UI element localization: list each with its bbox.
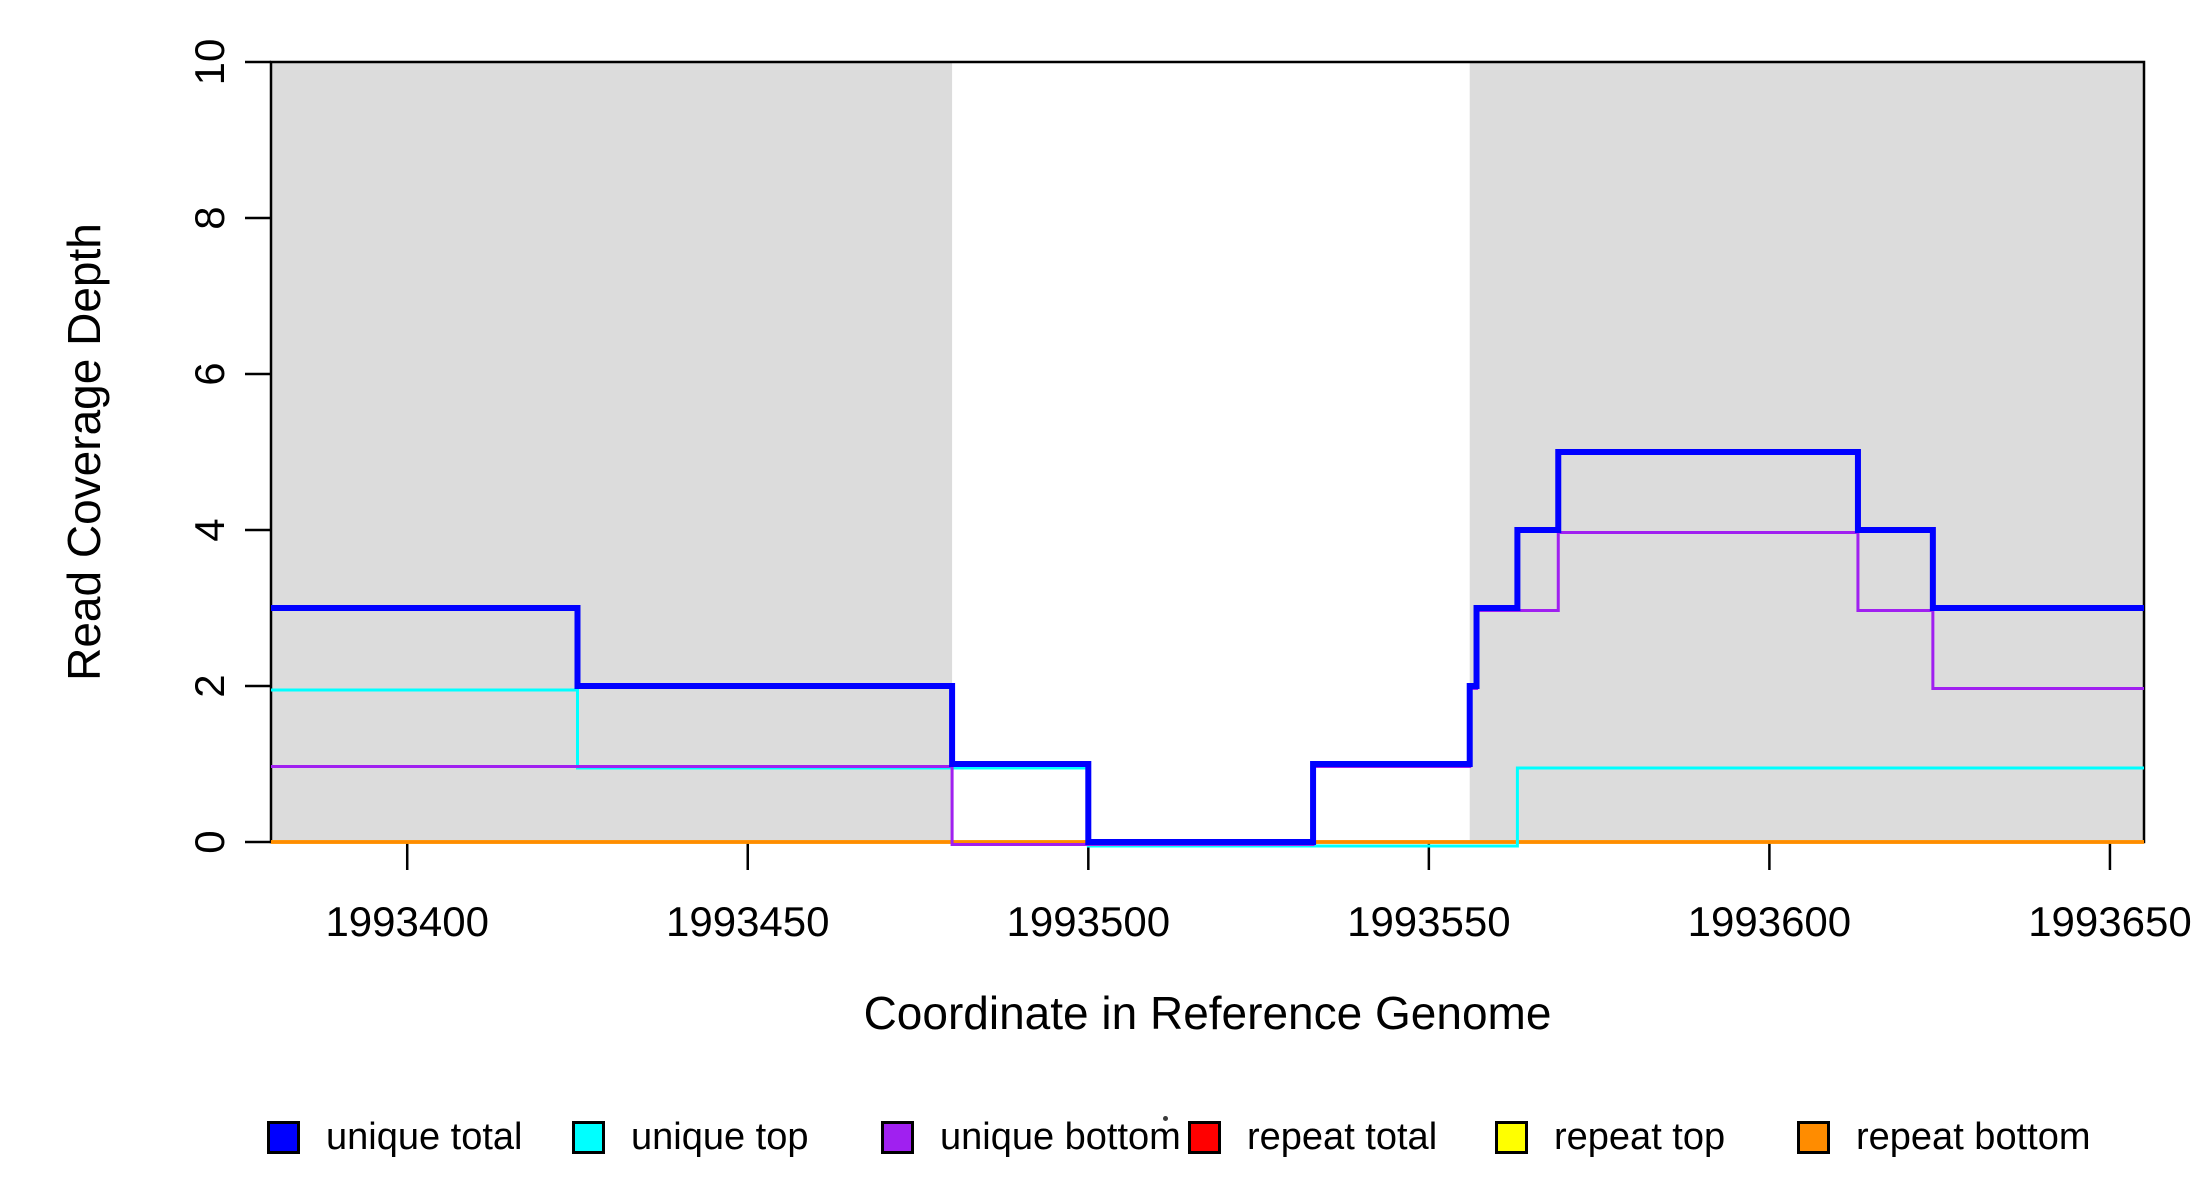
legend-label: repeat bottom — [1856, 1115, 2091, 1158]
stray-dot-artifact — [1163, 1116, 1168, 1121]
y-tick-label: 10 — [186, 39, 233, 86]
legend-item-repeat-top: repeat top — [1495, 1116, 1725, 1158]
y-tick-label: 8 — [186, 206, 233, 229]
x-tick-label: 1993600 — [1688, 898, 1852, 945]
series-line-unique-total — [271, 449, 2144, 845]
legend-swatch-repeat-bottom — [1797, 1120, 1830, 1154]
legend-label: repeat top — [1554, 1115, 1726, 1158]
legend-swatch-unique-top — [572, 1120, 605, 1154]
legend-item-repeat-bottom: repeat bottom — [1797, 1116, 2090, 1158]
legend-label: unique top — [631, 1115, 809, 1158]
legend-swatch-unique-bottom — [881, 1120, 914, 1154]
legend-label: unique bottom — [940, 1115, 1181, 1158]
repeat-masked-region-left — [271, 62, 953, 842]
y-tick-label: 2 — [186, 674, 233, 697]
x-tick-label: 1993450 — [666, 898, 830, 945]
legend-item-unique-top: unique top — [572, 1116, 809, 1158]
x-tick-label: 1993500 — [1007, 898, 1171, 945]
legend-swatch-repeat-total — [1188, 1120, 1221, 1154]
legend-label: repeat total — [1247, 1115, 1438, 1158]
x-tick-label: 1993650 — [2028, 898, 2192, 945]
y-tick-label: 0 — [186, 830, 233, 853]
x-tick-label: 1993550 — [1347, 898, 1511, 945]
legend-label: unique total — [326, 1115, 523, 1158]
legend-item-repeat-total: repeat total — [1188, 1116, 1437, 1158]
y-tick-label: 6 — [186, 362, 233, 385]
x-axis-title: Coordinate in Reference Genome — [863, 987, 1552, 1039]
x-tick-label: 1993400 — [325, 898, 489, 945]
legend-swatch-repeat-top — [1495, 1120, 1528, 1154]
legend-swatch-unique-total — [267, 1120, 300, 1154]
y-axis-title: Read Coverage Depth — [58, 223, 110, 681]
legend-item-unique-bottom: unique bottom — [881, 1116, 1181, 1158]
legend-item-unique-total: unique total — [267, 1116, 523, 1158]
y-tick-label: 4 — [186, 518, 233, 541]
